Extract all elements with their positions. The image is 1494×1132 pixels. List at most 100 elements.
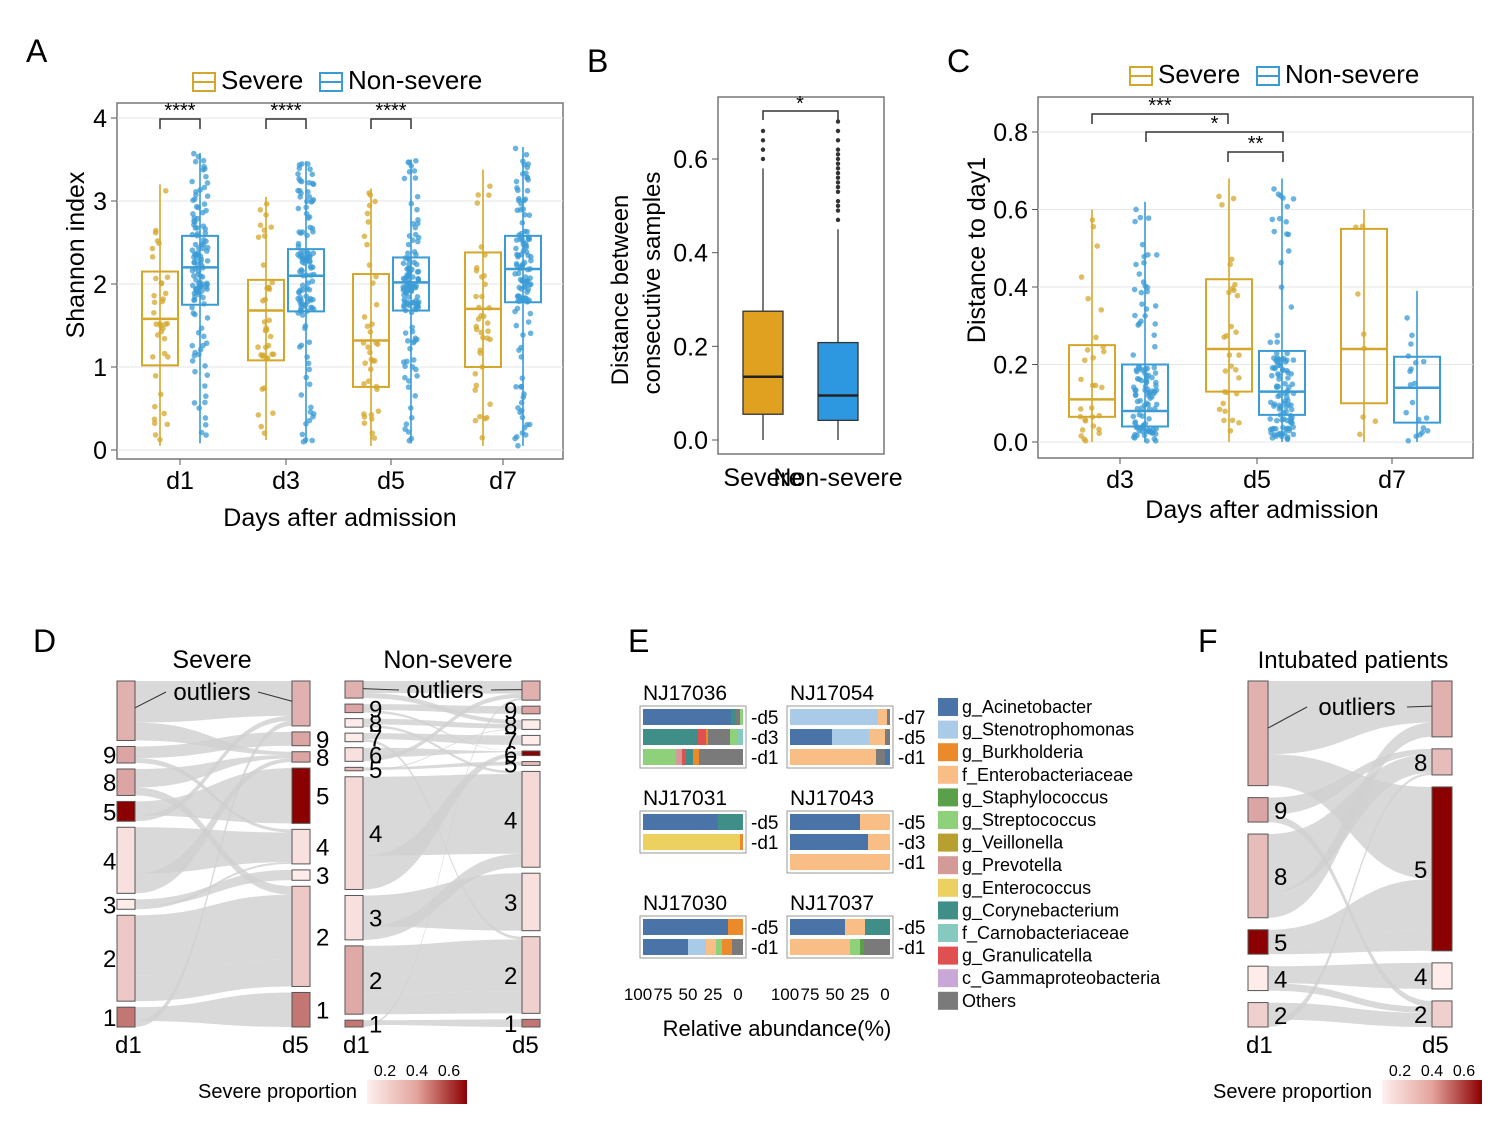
data-point: [162, 290, 169, 297]
abundance-segment: [860, 814, 890, 830]
flow-ribbon: [1268, 748, 1432, 815]
data-point: [258, 423, 265, 430]
data-point: [1152, 321, 1159, 327]
data-point: [1408, 366, 1414, 372]
data-point: [512, 435, 518, 442]
cluster-label: 5: [1274, 930, 1287, 957]
data-point: [484, 320, 491, 326]
data-point: [1216, 406, 1223, 413]
data-point: [189, 342, 196, 349]
data-point: [1270, 425, 1277, 432]
data-point: [1144, 288, 1150, 295]
data-point: [1101, 348, 1107, 355]
cluster-node: [521, 872, 541, 932]
cluster-node: [116, 745, 136, 764]
data-point: [264, 285, 270, 292]
cluster-node: [116, 898, 136, 910]
data-point: [407, 345, 413, 352]
outlier-point: [760, 147, 766, 152]
data-point: [1267, 416, 1274, 422]
scale-tick: 0.4: [1421, 1063, 1443, 1080]
data-point: [152, 403, 158, 410]
flow-ribbon: [363, 710, 522, 752]
data-point: [1143, 306, 1150, 312]
data-point: [268, 224, 275, 230]
data-point: [1221, 417, 1227, 424]
data-point: [1078, 376, 1084, 383]
data-point: [192, 368, 198, 375]
flow-ribbon: [363, 718, 522, 729]
outlier-point: [835, 198, 841, 204]
data-point: [306, 193, 313, 200]
data-point: [1153, 382, 1159, 389]
cluster-node: [291, 680, 311, 727]
x-tick-label: d3: [272, 467, 300, 495]
x-tick-label: 75: [654, 985, 673, 1004]
cluster-node: [116, 914, 136, 1002]
flow-ribbon: [1268, 772, 1432, 1027]
cluster-node: [116, 768, 136, 796]
data-point: [372, 198, 378, 205]
flow-ribbon: [135, 681, 292, 723]
data-point: [365, 219, 372, 225]
data-point: [308, 265, 314, 271]
panel-letter-b: B: [587, 43, 608, 79]
data-point: [1282, 380, 1288, 387]
cluster-label: 8: [103, 770, 116, 797]
sample-day-label: -d5: [898, 728, 925, 749]
data-point: [297, 194, 303, 200]
data-point: [366, 262, 373, 268]
data-point: [296, 165, 303, 172]
data-point: [152, 227, 159, 234]
data-point: [513, 178, 520, 185]
data-point: [192, 241, 199, 248]
data-point: [1404, 315, 1410, 321]
patient-frame: [639, 705, 747, 769]
cluster-label: 2: [1274, 1003, 1287, 1030]
data-point: [1220, 400, 1226, 407]
data-point: [303, 293, 309, 300]
x-tick-label: d3: [1106, 466, 1134, 494]
data-point: [295, 251, 301, 258]
legend-label: Others: [962, 991, 1016, 1011]
data-point: [519, 375, 526, 381]
cluster-node: [344, 747, 364, 762]
data-point: [1424, 427, 1431, 434]
cluster-node: [291, 885, 311, 987]
data-point: [1273, 350, 1280, 356]
cluster-label: 9: [504, 698, 517, 725]
data-point: [199, 209, 206, 216]
data-point: [478, 329, 484, 336]
data-point: [1403, 409, 1409, 416]
data-point: [521, 259, 528, 266]
data-point: [1141, 259, 1147, 266]
data-point: [479, 293, 485, 300]
data-point: [1236, 352, 1242, 358]
y-tick-label: 0.0: [993, 429, 1028, 457]
data-point: [1077, 406, 1084, 412]
sample-day-label: -d5: [751, 918, 778, 939]
data-point: [405, 338, 411, 344]
legend-swatch: [938, 878, 958, 897]
cluster-node: [116, 680, 136, 741]
outlier-point: [835, 152, 841, 157]
data-point: [367, 192, 373, 198]
data-point: [306, 366, 312, 373]
data-point: [1236, 419, 1242, 426]
data-point: [1142, 387, 1148, 393]
data-point: [202, 415, 209, 421]
abundance-segment: [876, 749, 885, 765]
data-point: [194, 225, 200, 231]
patient-id: NJ17037: [790, 892, 874, 915]
sample-day-label: -d1: [751, 938, 778, 959]
x-label-d1: d1: [1246, 1032, 1273, 1059]
data-point: [306, 259, 313, 265]
cluster-node: [521, 734, 541, 746]
data-point: [520, 241, 527, 248]
data-point: [1277, 430, 1283, 437]
data-point: [406, 169, 413, 175]
data-point: [412, 175, 419, 181]
cluster-label: 3: [316, 863, 329, 890]
data-point: [151, 416, 158, 423]
data-point: [521, 391, 527, 397]
